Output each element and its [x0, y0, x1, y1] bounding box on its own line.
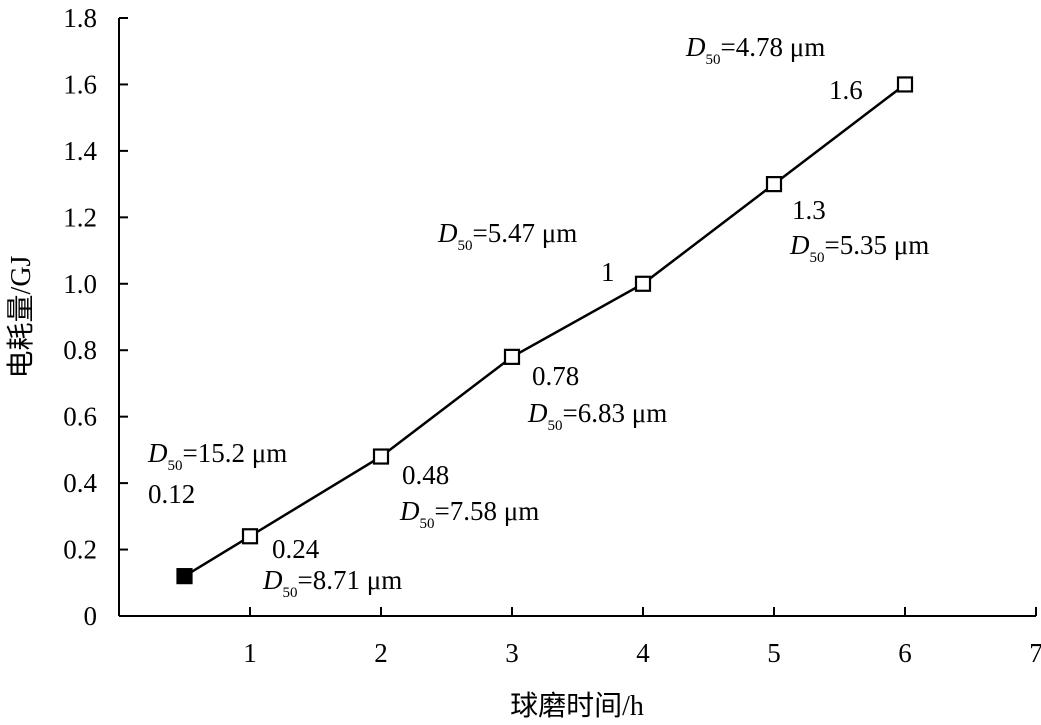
x-tick-label: 4 — [636, 638, 650, 668]
d50-label-0: D50=15.2 μm — [147, 438, 287, 474]
value-label-3: 0.78 — [532, 361, 579, 391]
y-axis-title: 电耗量/GJ — [5, 255, 37, 378]
series-line — [183, 83, 906, 578]
data-point — [765, 176, 783, 193]
x-tick-label: 6 — [898, 638, 912, 668]
x-tick-label: 2 — [374, 638, 388, 668]
x-tick-label: 7 — [1029, 638, 1041, 668]
d50-label-1: D50=8.71 μm — [262, 565, 402, 601]
value-label-0: 0.12 — [148, 479, 195, 509]
y-tick-label: 1.4 — [63, 136, 97, 166]
y-tick-label: 1.6 — [63, 69, 97, 99]
y-tick-label: 1.0 — [63, 269, 97, 299]
value-label-1: 0.24 — [272, 534, 320, 564]
data-point — [372, 448, 390, 465]
y-tick-label: 0.6 — [63, 402, 97, 432]
data-point — [896, 76, 914, 93]
y-tick-label: 1.2 — [63, 202, 97, 232]
y-tick-label: 0.2 — [63, 535, 97, 565]
x-axis-title: 球磨时间/h — [510, 690, 644, 722]
value-label-4: 1 — [601, 257, 615, 287]
y-tick-label: 0.8 — [63, 335, 97, 365]
data-point — [503, 348, 521, 365]
x-tick-label: 5 — [767, 638, 781, 668]
y-tick-label: 0.4 — [63, 468, 97, 498]
d50-label-4: D50=5.47 μm — [437, 218, 577, 254]
value-label-6: 1.6 — [829, 75, 863, 105]
data-point-filled — [176, 568, 193, 585]
y-tick-label: 0 — [84, 601, 98, 631]
series — [176, 76, 914, 585]
d50-label-3: D50=6.83 μm — [527, 398, 667, 434]
d50-label-6: D50=4.78 μm — [685, 32, 825, 68]
d50-label-5: D50=5.35 μm — [789, 230, 929, 266]
data-point — [634, 275, 652, 292]
value-label-2: 0.48 — [402, 460, 449, 490]
x-tick-label: 3 — [505, 638, 519, 668]
axes: 0 0.2 0.4 0.6 0.8 1.0 1.2 1.4 1.6 1.8 1 2 3 4 5 6 7 — [63, 3, 1041, 668]
value-label-5: 1.3 — [792, 195, 826, 225]
y-tick-label: 1.8 — [63, 3, 97, 33]
annotations: D50=15.2 μm 0.12 0.24 D50=8.71 μm 0.48 D… — [147, 32, 929, 601]
x-tick-label: 1 — [243, 638, 257, 668]
data-point — [241, 528, 259, 545]
d50-label-2: D50=7.58 μm — [399, 496, 539, 532]
